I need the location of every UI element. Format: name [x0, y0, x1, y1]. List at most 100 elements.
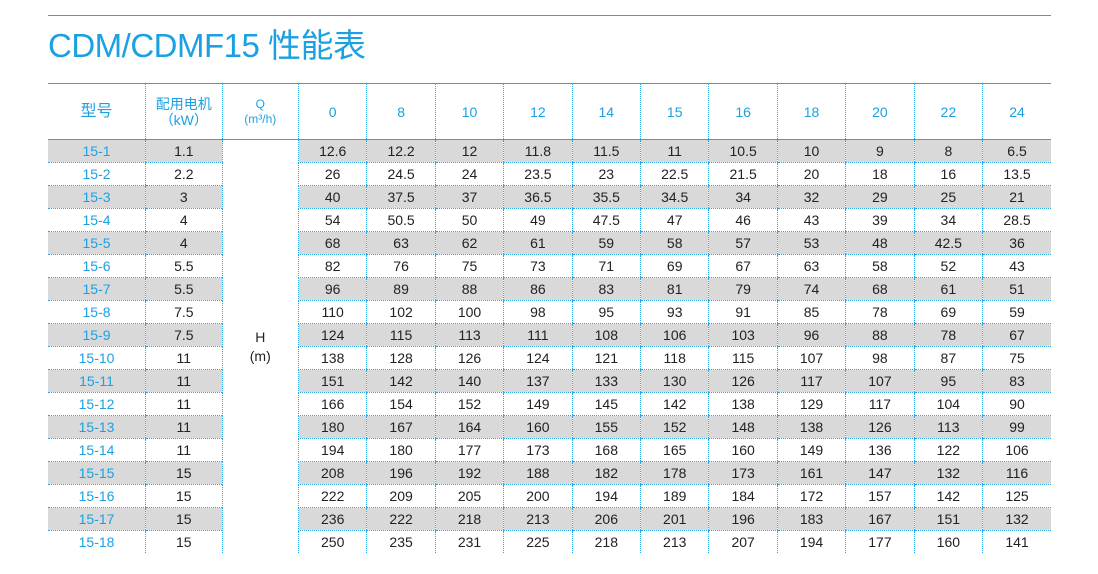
header-model: 型号	[48, 84, 146, 140]
header-flow-label: Q (m³/h)	[221, 84, 299, 140]
head-value-cell: 126	[708, 369, 778, 393]
head-value-cell: 182	[571, 461, 641, 485]
head-value-cell: 180	[366, 438, 436, 462]
head-value-cell: 22.5	[640, 162, 709, 186]
head-value-cell: 129	[776, 392, 846, 416]
head-value-cell: 184	[708, 484, 778, 508]
head-value-cell: 177	[845, 530, 915, 553]
header-flow: 22	[913, 84, 983, 140]
head-value-cell: 152	[434, 392, 504, 416]
head-value-cell: 67	[708, 254, 778, 278]
head-value-cell: 35.5	[571, 185, 641, 209]
model-cell: 15-2	[48, 162, 146, 186]
head-value-cell: 9	[845, 139, 915, 163]
head-value-cell: 24	[434, 162, 504, 186]
head-value-cell: 205	[434, 484, 504, 508]
head-value-cell: 180	[297, 415, 367, 439]
head-value-cell: 63	[366, 231, 436, 255]
head-value-cell: 209	[366, 484, 436, 508]
table-row: 15-13 11 180 167 164 160 155 152 148 138 126 113 99	[48, 415, 1051, 439]
head-value-cell: 23.5	[503, 162, 573, 186]
header-power: 配用电机 （kW）	[145, 84, 223, 140]
power-cell: 15	[145, 484, 223, 508]
head-value-cell: 79	[708, 277, 778, 301]
header-row: 型号 配用电机 （kW） Q (m³/h) 0 8 10 12 14 15 16…	[48, 84, 1051, 140]
head-value-cell: 142	[640, 392, 709, 416]
head-value-cell: 213	[640, 530, 709, 553]
head-value-cell: 68	[845, 277, 915, 301]
head-value-cell: 58	[845, 254, 915, 278]
head-value-cell: 93	[640, 300, 709, 324]
head-value-cell: 207	[708, 530, 778, 553]
head-value-cell: 208	[297, 461, 367, 485]
head-value-cell: 75	[982, 346, 1051, 370]
model-cell: 15-7	[48, 277, 146, 301]
head-value-cell: 149	[503, 392, 573, 416]
head-value-cell: 95	[571, 300, 641, 324]
header-flow: 16	[708, 84, 778, 140]
power-cell: 11	[145, 392, 223, 416]
power-cell: 15	[145, 530, 223, 553]
head-value-cell: 206	[571, 507, 641, 531]
head-value-cell: 192	[434, 461, 504, 485]
head-value-cell: 68	[297, 231, 367, 255]
head-value-cell: 74	[776, 277, 846, 301]
model-cell: 15-4	[48, 208, 146, 232]
performance-table: 型号 配用电机 （kW） Q (m³/h) 0 8 10 12 14 15 16…	[48, 84, 1051, 553]
header-flow: 24	[982, 84, 1051, 140]
head-value-cell: 81	[640, 277, 709, 301]
power-cell: 3	[145, 185, 223, 209]
head-value-cell: 69	[913, 300, 983, 324]
head-value-cell: 115	[708, 346, 778, 370]
head-value-cell: 6.5	[982, 139, 1051, 163]
head-value-cell: 11.5	[571, 139, 641, 163]
head-value-cell: 62	[434, 231, 504, 255]
table-row: 15-3 3 40 37.5 37 36.5 35.5 34.5 34 32 29 25 21	[48, 185, 1051, 209]
head-value-cell: 225	[503, 530, 573, 553]
head-value-cell: 63	[776, 254, 846, 278]
power-cell: 7.5	[145, 323, 223, 347]
model-cell: 15-15	[48, 461, 146, 485]
head-value-cell: 161	[776, 461, 846, 485]
head-value-cell: 173	[503, 438, 573, 462]
power-cell: 2.2	[145, 162, 223, 186]
head-value-cell: 13.5	[982, 162, 1051, 186]
head-value-cell: 42.5	[913, 231, 983, 255]
head-value-cell: 37	[434, 185, 504, 209]
header-flow: 15	[640, 84, 709, 140]
head-value-cell: 104	[913, 392, 983, 416]
header-flow: 10	[434, 84, 504, 140]
head-value-cell: 73	[503, 254, 573, 278]
head-value-cell: 160	[913, 530, 983, 553]
table-row: 15-7 5.5 96 89 88 86 83 81 79 74 68 61 51	[48, 277, 1051, 301]
power-cell: 7.5	[145, 300, 223, 324]
head-value-cell: 106	[640, 323, 709, 347]
head-value-cell: 137	[503, 369, 573, 393]
header-power-line2: （kW）	[159, 111, 208, 128]
power-cell: 11	[145, 346, 223, 370]
head-label-line2: (m)	[249, 347, 271, 364]
head-value-cell: 250	[297, 530, 367, 553]
head-value-cell: 126	[845, 415, 915, 439]
head-value-cell: 95	[913, 369, 983, 393]
model-cell: 15-9	[48, 323, 146, 347]
head-value-cell: 78	[845, 300, 915, 324]
power-cell: 11	[145, 438, 223, 462]
head-value-cell: 34.5	[640, 185, 709, 209]
head-value-cell: 18	[845, 162, 915, 186]
head-value-cell: 39	[845, 208, 915, 232]
head-value-cell: 118	[640, 346, 709, 370]
head-value-cell: 78	[913, 323, 983, 347]
table-row: 15-6 5.5 82 76 75 73 71 69 67 63 58 52 43	[48, 254, 1051, 278]
head-value-cell: 218	[571, 530, 641, 553]
head-value-cell: 110	[297, 300, 367, 324]
head-value-cell: 196	[708, 507, 778, 531]
head-value-cell: 151	[913, 507, 983, 531]
head-value-cell: 61	[913, 277, 983, 301]
head-value-cell: 164	[434, 415, 504, 439]
head-value-cell: 115	[366, 323, 436, 347]
head-value-cell: 196	[366, 461, 436, 485]
head-value-cell: 149	[776, 438, 846, 462]
head-value-cell: 130	[640, 369, 709, 393]
top-divider	[48, 15, 1051, 16]
